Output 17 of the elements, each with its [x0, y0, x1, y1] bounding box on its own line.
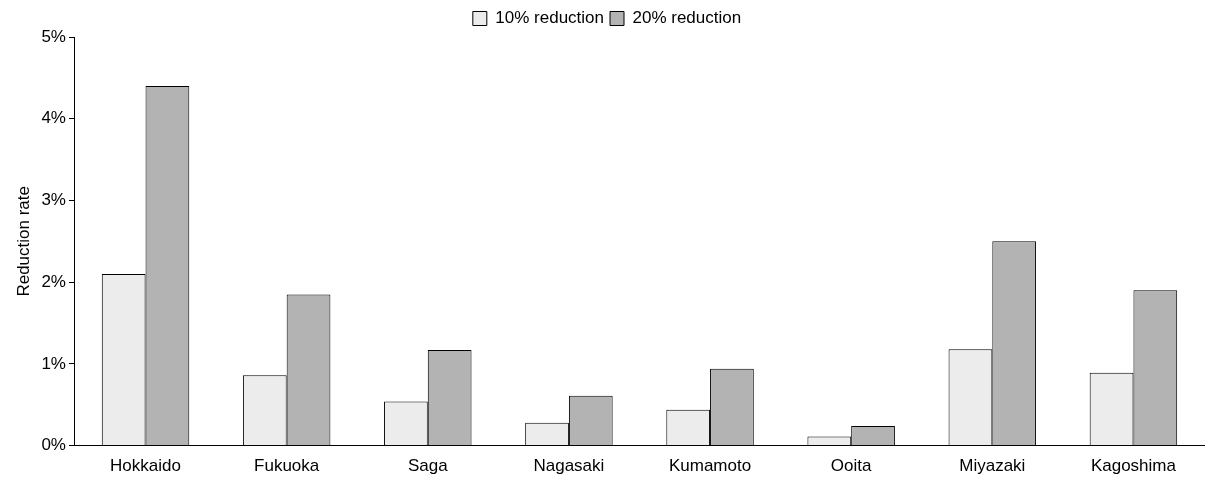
y-tick-label: 5%: [41, 26, 66, 46]
y-tick-label: 2%: [41, 271, 66, 291]
x-tick-label: Miyazaki: [959, 456, 1026, 476]
x-tick-label: Kumamoto: [668, 456, 752, 476]
y-tick-label: 0%: [41, 435, 66, 455]
x-tick-label: Kagoshima: [1090, 456, 1177, 476]
y-tick-label: 1%: [41, 353, 66, 373]
y-tick-label: 3%: [41, 190, 66, 210]
x-tick-label: Ooita: [830, 456, 873, 476]
x-tick-label: Nagasaki: [533, 456, 605, 476]
y-axis-title: Reduction rate: [13, 186, 33, 297]
x-tick-label: Hokkaido: [110, 456, 181, 476]
legend-label: 20% reduction: [632, 8, 742, 28]
legend-label: 10% reduction: [495, 8, 605, 28]
y-tick-label: 4%: [41, 108, 66, 128]
x-tick-label: Saga: [407, 456, 449, 476]
x-tick-label: Fukuoka: [254, 456, 320, 476]
